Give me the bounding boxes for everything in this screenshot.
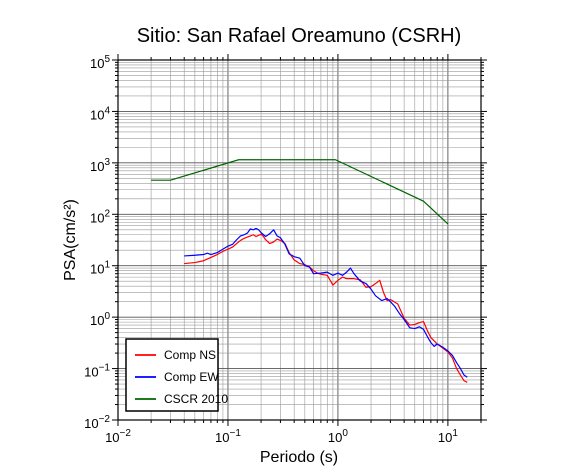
x-tick-label: 10−2 [105,428,131,445]
y-axis-label: PSA(cm/s²) [62,199,79,281]
y-tick-label: 10−2 [84,414,110,431]
x-tick-label: 10−1 [215,428,241,445]
legend-label: Comp EW [164,370,219,384]
series-layer [151,159,468,383]
y-tick-labels: 10−2 10−1 100 101 102 103 104 105 [84,54,110,431]
y-tick-label: 105 [90,54,110,71]
x-tick-labels: 10−2 10−1 100 101 [105,428,458,445]
y-tick-label: 10−1 [84,363,110,380]
legend: Comp NS Comp EW CSCR 2010 [125,338,228,412]
chart-title: Sitio: San Rafael Oreamuno (CSRH) [137,25,462,47]
axis-ticks [112,54,487,426]
series-line-3 [151,159,449,225]
x-tick-label: 100 [328,428,348,445]
y-tick-label: 103 [90,157,110,174]
legend-label: Comp NS [164,348,216,362]
series-line-2 [184,227,468,378]
x-tick-label: 101 [438,428,458,445]
series-line-1 [184,233,468,383]
x-axis-label: Periodo (s) [260,449,338,466]
y-tick-label: 101 [90,260,110,277]
y-tick-label: 104 [90,105,110,122]
plot-frame [117,59,482,421]
y-tick-label: 100 [90,311,110,328]
grid-lines [117,59,482,421]
legend-label: CSCR 2010 [164,392,228,406]
y-tick-label: 102 [90,208,110,225]
